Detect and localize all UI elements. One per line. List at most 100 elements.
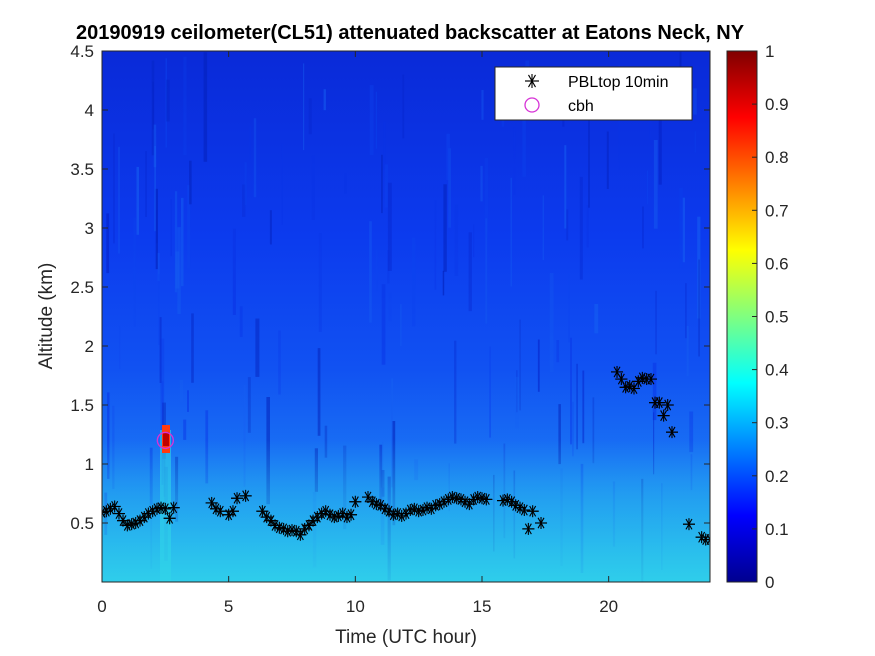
heatmap-streak (166, 79, 170, 122)
heatmap-streak (369, 85, 374, 155)
pbltop-point (167, 501, 180, 514)
heatmap-streak (249, 126, 251, 162)
y-axis-ticks: 0.5 1 1.5 2 2.5 3 3.5 4 4.5 (70, 42, 710, 533)
heatmap-streak (510, 177, 512, 287)
colorbar-ticks: 0 0.1 0.2 0.3 0.4 0.5 0.6 0.7 0.8 0.9 1 (752, 42, 789, 592)
pbltop-point (661, 399, 674, 411)
heatmap-streak (170, 199, 172, 257)
heatmap-streak (311, 155, 315, 220)
heatmap-streak (244, 162, 247, 206)
heatmap-streak (303, 63, 305, 151)
heatmap-streak (434, 200, 437, 290)
y-tick-label: 3.5 (70, 160, 94, 179)
heatmap-streak (344, 173, 347, 194)
heatmap-streak (588, 111, 590, 208)
heatmap-streak (119, 325, 121, 370)
heatmap-streak (679, 188, 683, 268)
legend-label-cbh: cbh (568, 98, 594, 115)
heatmap-streak (693, 88, 697, 115)
heatmap-streak (686, 326, 689, 377)
x-tick-label: 5 (224, 597, 233, 616)
heatmap-streak (189, 160, 192, 205)
heatmap-streak (685, 283, 687, 339)
heatmap-streak (381, 154, 383, 214)
heatmap-streak (568, 273, 570, 343)
heatmap-streak (152, 81, 154, 130)
pbltop-point (163, 512, 176, 525)
heatmap-streak (375, 91, 377, 149)
pbltop-point (522, 522, 535, 535)
pbltop-point (526, 505, 539, 518)
heatmap-streak (242, 184, 246, 217)
heatmap-streak (400, 304, 402, 347)
legend-asterisk-glyph (525, 74, 539, 88)
pbltop-point (518, 504, 531, 517)
heatmap-streak (446, 133, 450, 180)
heatmap-streak (376, 249, 378, 291)
heatmap-streak (694, 131, 696, 153)
heatmap-streak (159, 317, 162, 383)
heatmap-streak (153, 124, 157, 168)
heatmap-streak (387, 250, 390, 284)
pbltop-point (159, 502, 172, 515)
heatmap-streak (106, 213, 110, 274)
x-axis-ticks: 0 5 10 15 20 (97, 51, 618, 616)
heatmap-streak (485, 218, 488, 324)
heatmap-streak (278, 330, 281, 395)
heatmap-streak (412, 237, 416, 327)
heatmap-streak (156, 210, 158, 244)
colorbar-tick-label: 0.9 (765, 95, 789, 114)
heatmap-streak (515, 377, 519, 429)
pbltop-point (704, 533, 710, 546)
heatmap-streak (247, 377, 251, 433)
colorbar-tick-label: 0.2 (765, 467, 789, 486)
heatmap-streak (388, 292, 392, 322)
heatmap-streak (181, 197, 184, 287)
chart-title: 20190919 ceilometer(CL51) attenuated bac… (76, 22, 745, 44)
heatmap-streak (384, 164, 388, 208)
legend-circle-icon (524, 97, 540, 113)
heatmap-streak (113, 133, 115, 244)
heatmap-streak (570, 337, 572, 445)
y-tick-label: 3 (85, 219, 94, 238)
heatmap-streak (318, 233, 322, 332)
heatmap-streak (179, 379, 183, 403)
heatmap-streak (582, 370, 585, 444)
x-tick-label: 20 (599, 597, 618, 616)
data-points (102, 365, 710, 546)
heatmap-streak (187, 185, 191, 269)
heatmap-streak (572, 401, 574, 457)
heatmap-streak (243, 385, 246, 487)
heatmap-streak (558, 404, 561, 465)
heatmap-streak (698, 259, 700, 357)
heatmap-streak (473, 224, 475, 258)
legend: PBLtop 10min cbh (494, 66, 693, 121)
heatmap-streak (255, 318, 260, 377)
cbh-point (156, 431, 175, 450)
x-axis-label: Time (UTC hour) (335, 627, 477, 648)
heatmap-streak (513, 127, 516, 195)
heatmap-streak (594, 304, 599, 334)
heatmap-streak (576, 363, 578, 450)
pbltop-point (535, 517, 548, 529)
legend-label-pbltop: PBLtop 10min (568, 74, 669, 91)
backscatter-heatmap (102, 51, 710, 582)
heatmap-streak (579, 176, 583, 280)
pbltop-point (214, 505, 227, 518)
heatmap-streak (145, 151, 147, 217)
heatmap-streak (442, 270, 445, 296)
heatmap-streak (187, 390, 189, 412)
heatmap-streak (655, 290, 657, 355)
colorbar-tick-label: 0.1 (765, 520, 789, 539)
heatmap-streak (107, 392, 110, 479)
pbltop-point (438, 495, 450, 508)
heatmap-streak (381, 284, 386, 365)
pbltop-point (653, 396, 666, 409)
heatmap-streak (203, 52, 208, 162)
heatmap-streak (323, 89, 326, 111)
heatmap-streak (549, 273, 554, 373)
pbltop-point (336, 507, 349, 520)
heatmap-streak (658, 103, 662, 185)
pbltop-point (619, 381, 632, 394)
y-tick-label: 2 (85, 337, 94, 356)
